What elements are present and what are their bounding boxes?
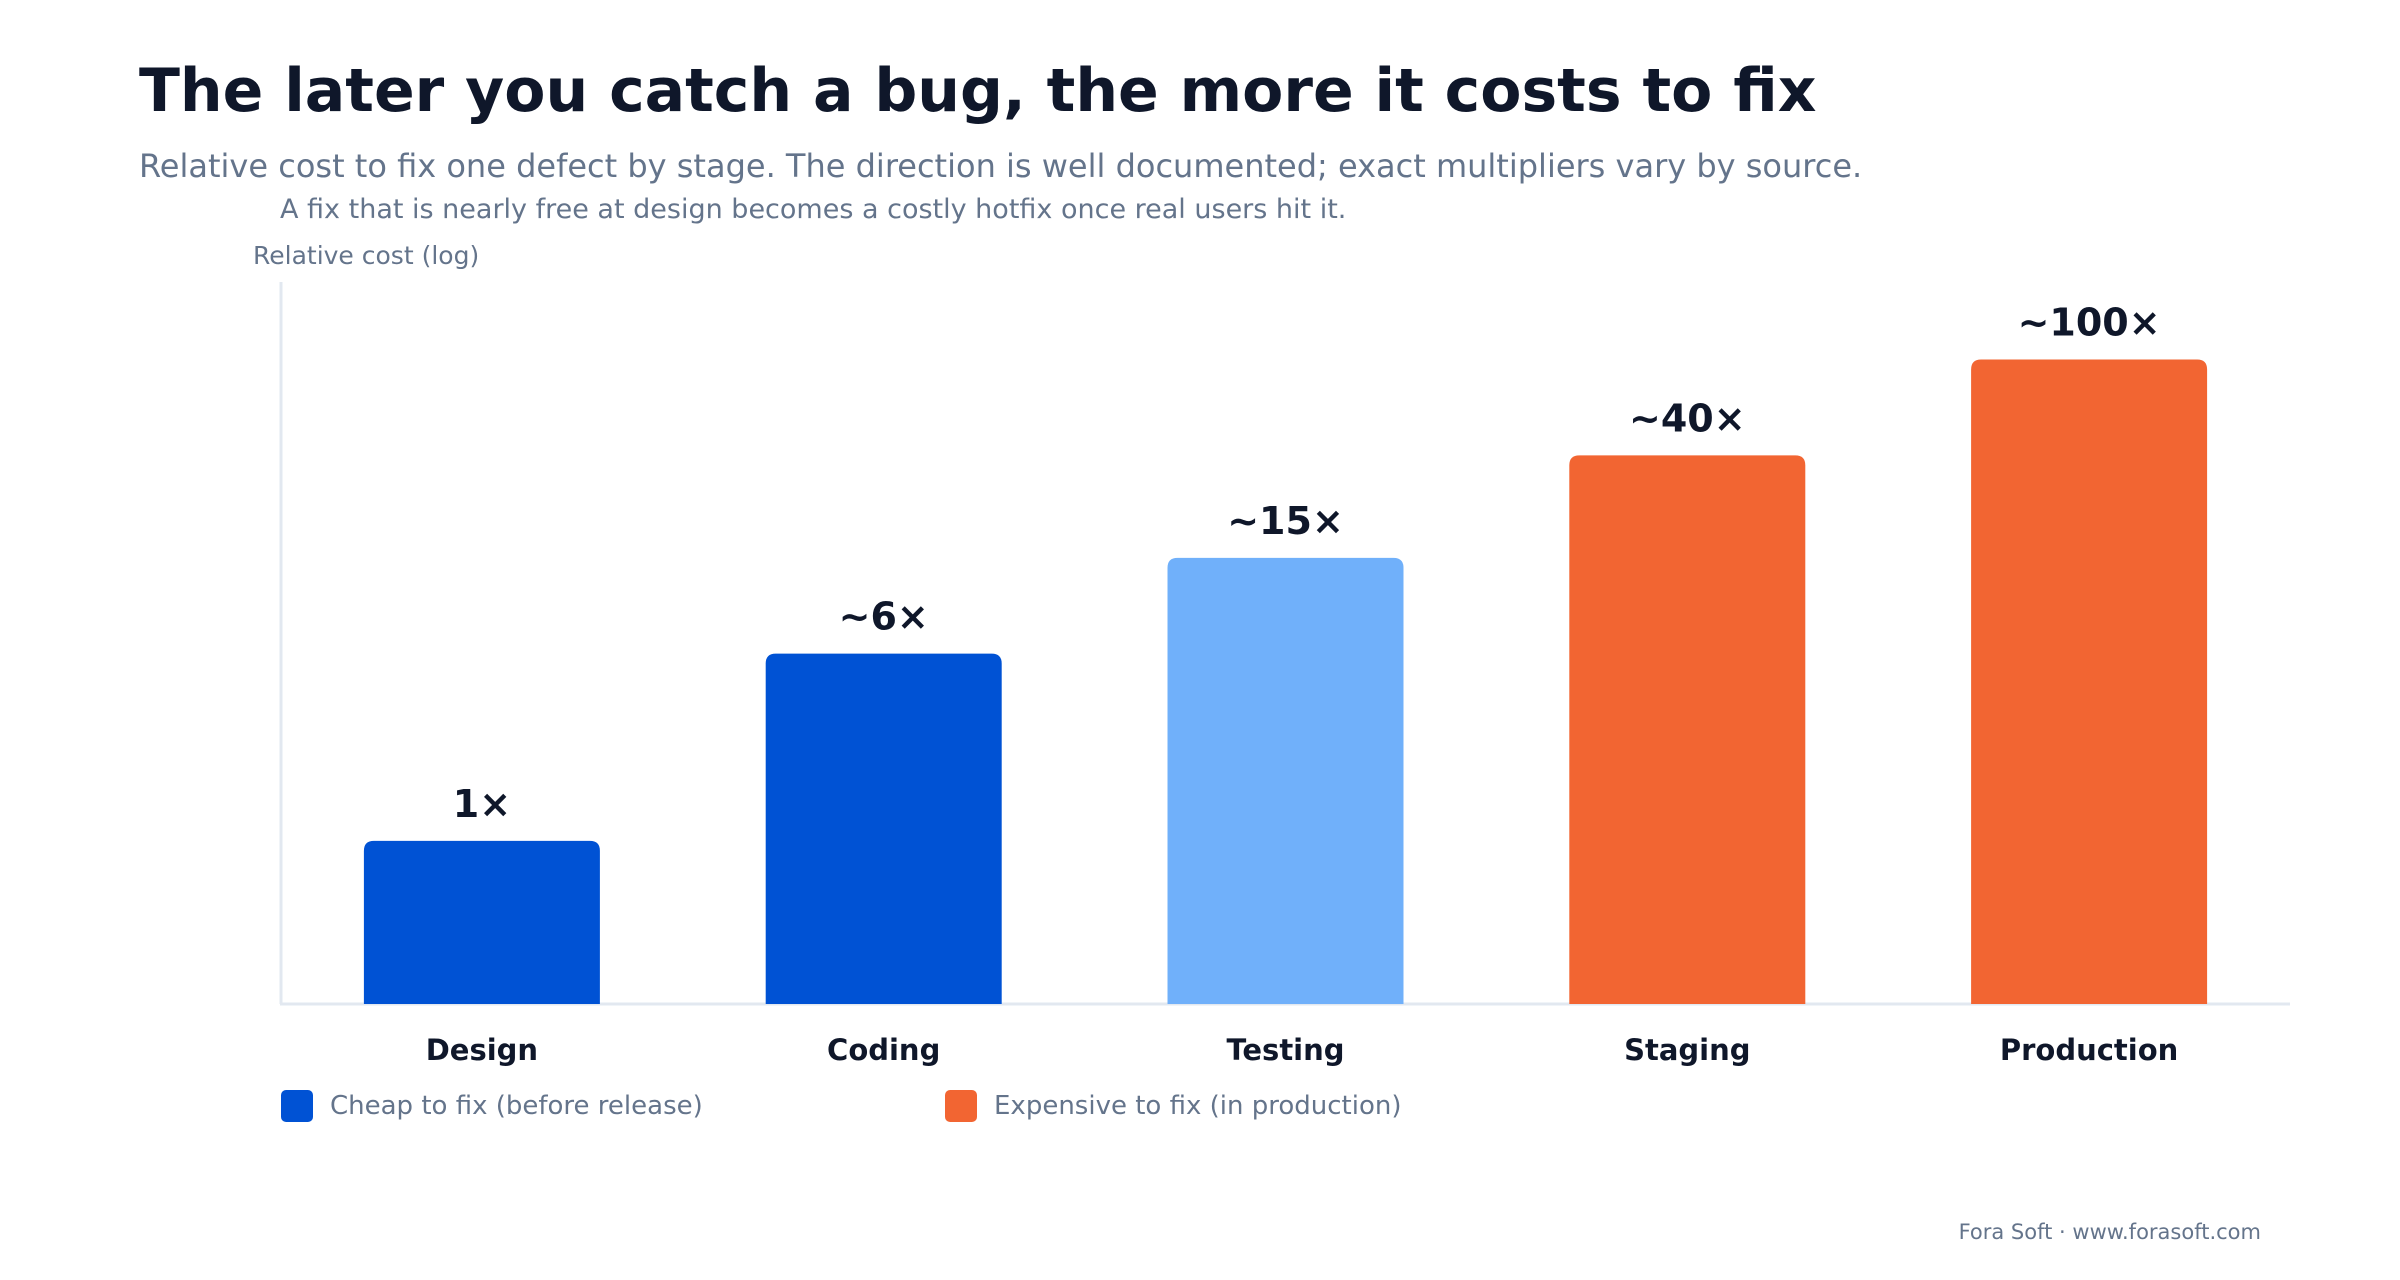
data-label-design: 1× [453, 782, 511, 826]
x-tick-label-coding: Coding [827, 1033, 940, 1067]
data-label-testing: ~15× [1227, 499, 1344, 543]
data-label-coding: ~6× [839, 595, 929, 639]
legend-swatch-expensive [945, 1090, 977, 1122]
bar-design [363, 840, 600, 1004]
bars-group: 1× Design ~6× Coding ~15× Testing ~40× Staging ~… [363, 301, 2208, 1067]
data-label-production: ~100× [2018, 301, 2161, 345]
legend-swatch-cheap [281, 1090, 313, 1122]
bar-coding [765, 653, 1002, 1004]
bar-testing [1167, 557, 1404, 1004]
legend-label-cheap: Cheap to fix (before release) [330, 1091, 703, 1121]
chart-subtitle: Relative cost to fix one defect by stage… [139, 147, 1863, 185]
footer-credit: Fora Soft · www.forasoft.com [1958, 1220, 2261, 1244]
chart-caption: A fix that is nearly free at design beco… [280, 194, 1347, 225]
y-axis-label: Relative cost (log) [253, 241, 479, 270]
legend-item-expensive: Expensive to fix (in production) [945, 1090, 1401, 1122]
bar-production [1971, 359, 2208, 1004]
legend-item-cheap: Cheap to fix (before release) [281, 1090, 703, 1122]
bar-staging [1569, 455, 1806, 1004]
legend-label-expensive: Expensive to fix (in production) [994, 1091, 1402, 1121]
x-tick-label-staging: Staging [1624, 1033, 1750, 1067]
x-tick-label-production: Production [2000, 1033, 2178, 1067]
x-tick-label-testing: Testing [1226, 1033, 1344, 1067]
data-label-staging: ~40× [1629, 396, 1746, 440]
chart-title: The later you catch a bug, the more it c… [139, 56, 1817, 126]
x-tick-label-design: Design [426, 1033, 538, 1067]
